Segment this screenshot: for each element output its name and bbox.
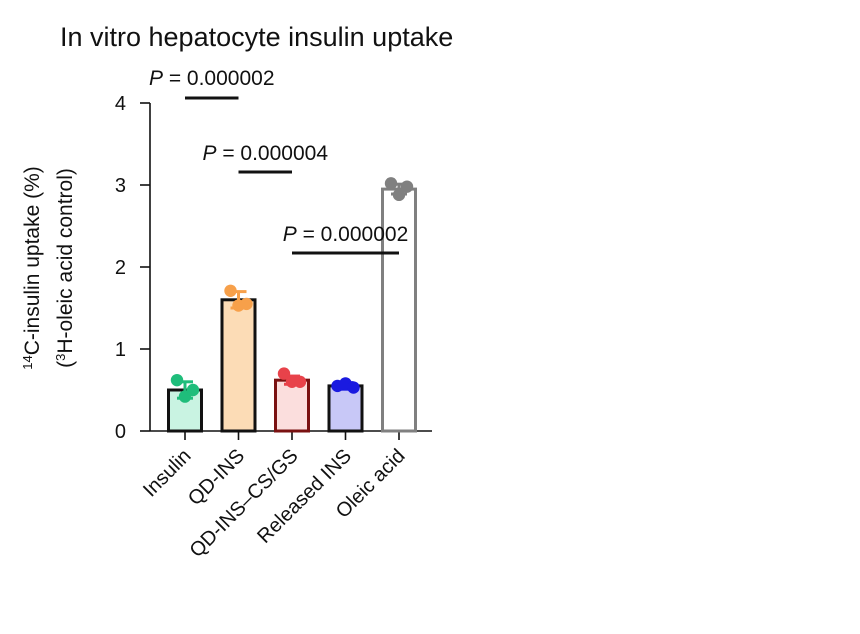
- y-tick-label: 0: [115, 421, 126, 443]
- data-points: [170, 177, 414, 403]
- data-point: [400, 180, 414, 193]
- error-bars: [177, 182, 407, 400]
- data-point: [240, 297, 253, 311]
- data-point: [224, 284, 237, 297]
- bars: [167, 187, 417, 433]
- y-axis: 0 1 2 3 4: [115, 93, 151, 443]
- y-tick-label: 2: [115, 257, 126, 279]
- data-point: [347, 381, 360, 394]
- bar: [220, 298, 257, 433]
- bar: [327, 384, 364, 433]
- y-tick-label: 1: [115, 339, 126, 361]
- y-axis-label: 14C-insulin uptake (%) (3H-oleic acid con…: [20, 166, 78, 370]
- significance-brackets: P = 0.000002 P = 0.000004 P = 0.000002: [149, 67, 409, 255]
- y-axis-label-line2: (3H-oleic acid control): [53, 168, 78, 368]
- y-tick-label: 3: [115, 175, 126, 197]
- p-value-label: P = 0.000004: [202, 142, 328, 165]
- y-tick-label: 4: [115, 93, 126, 115]
- data-point: [170, 373, 184, 387]
- p-value-label: P = 0.000002: [149, 67, 275, 90]
- data-point: [186, 383, 200, 397]
- data-point: [277, 367, 291, 380]
- data-point: [293, 375, 307, 388]
- chart-title: In vitro hepatocyte insulin uptake: [60, 22, 453, 52]
- x-tick-label: Released INS: [253, 445, 356, 548]
- data-point: [392, 188, 406, 202]
- y-axis-label-line1: 14C-insulin uptake (%): [20, 166, 45, 370]
- data-point: [384, 177, 398, 190]
- p-value-label: P = 0.000002: [283, 223, 409, 246]
